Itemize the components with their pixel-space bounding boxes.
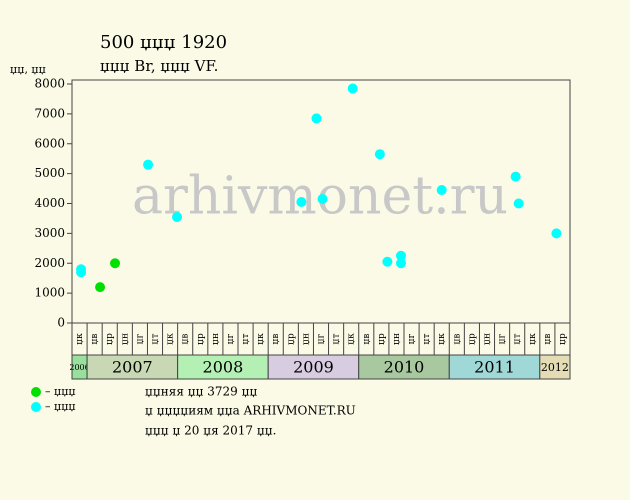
x-tick-label: џк: [166, 333, 176, 345]
x-tick-label: џв: [181, 334, 191, 345]
note: џџняя џџ 3729 џџ: [145, 385, 257, 399]
data-point: [76, 267, 87, 278]
data-point: [296, 197, 307, 208]
year-band: [86, 354, 179, 380]
y-tick-label: 5000: [34, 166, 65, 180]
x-tick-label: џг: [407, 333, 417, 344]
y-tick-label: 7000: [34, 106, 65, 120]
year-band: [358, 354, 450, 380]
year-label: 2008: [203, 358, 244, 377]
x-tick-label: џн: [301, 333, 311, 345]
x-tick-label: џр: [105, 333, 115, 345]
data-point: [143, 159, 154, 170]
data-point: [551, 228, 562, 239]
year-band: [448, 354, 541, 380]
x-tick-label: џр: [377, 333, 387, 345]
year-label: 2010: [384, 358, 425, 377]
y-tick-label: 2000: [34, 256, 65, 270]
legend-label: – џџџ: [45, 385, 76, 398]
x-tick-label: џт: [241, 334, 251, 345]
x-tick-label: џр: [196, 333, 206, 345]
data-point: [436, 185, 447, 196]
x-tick-label: џк: [528, 333, 538, 345]
x-tick-label: џв: [90, 334, 100, 345]
x-tick-label: џр: [467, 333, 477, 345]
x-tick-label: џн: [211, 333, 221, 345]
y-tick-label: 8000: [34, 77, 65, 91]
data-point: [110, 258, 121, 269]
legend-marker: [31, 402, 41, 412]
x-tick-label: џн: [483, 333, 493, 345]
x-tick-label: џв: [362, 334, 372, 345]
year-label: 2011: [474, 358, 515, 377]
year-band: [267, 354, 360, 380]
data-point: [395, 258, 406, 269]
x-tick-label: џв: [271, 334, 281, 345]
y-tick-label: 3000: [34, 226, 65, 240]
x-tick-label: џр: [558, 333, 568, 345]
y-tick-label: 1000: [34, 286, 65, 300]
data-point: [510, 171, 521, 182]
x-tick-label: џг: [317, 333, 327, 344]
data-point: [172, 211, 183, 222]
year-label: 2006: [69, 363, 89, 372]
data-point: [311, 113, 322, 124]
year-band: [177, 354, 269, 380]
legend-label: – џџџ: [45, 400, 76, 413]
x-tick-label: џк: [256, 333, 266, 345]
y-tick-label: 6000: [34, 136, 65, 150]
chart-subtitle: џџџ Br, џџџ VF.: [100, 57, 218, 75]
x-tick-label: џг: [135, 333, 145, 344]
data-point: [513, 198, 524, 209]
x-tick-label: џн: [392, 333, 402, 345]
data-point: [317, 194, 328, 205]
data-point: [95, 282, 106, 293]
data-point: [374, 149, 385, 160]
x-tick-label: џр: [286, 333, 296, 345]
data-point: [382, 256, 393, 267]
x-tick-label: џк: [75, 333, 85, 345]
x-tick-label: џт: [151, 334, 161, 345]
x-tick-label: џг: [226, 333, 236, 344]
data-point: [347, 83, 358, 94]
legend-marker: [31, 387, 41, 397]
x-tick-label: џк: [437, 333, 447, 345]
year-label: 2012: [541, 361, 569, 374]
x-tick-label: џн: [120, 333, 130, 345]
x-tick-label: џт: [332, 334, 342, 345]
y-axis-label: џџ, џџ: [10, 63, 46, 76]
y-tick-label: 4000: [34, 196, 65, 210]
x-tick-label: џк: [347, 333, 357, 345]
x-tick-label: џв: [452, 334, 462, 345]
data-point: [395, 250, 406, 261]
y-tick-label: 0: [57, 316, 65, 330]
year-label: 2007: [112, 358, 153, 377]
x-tick-label: џг: [498, 333, 508, 344]
chart-title: 500 џџџ 1920: [100, 32, 227, 53]
x-tick-label: џт: [422, 334, 432, 345]
x-tick-label: џт: [513, 334, 523, 345]
x-tick-label: џв: [543, 334, 553, 345]
note: џџџ џ 20 џя 2017 џџ.: [145, 424, 276, 438]
year-label: 2009: [293, 358, 334, 377]
note: џ џџџџиям џџа ARHIVMONET.RU: [145, 404, 356, 418]
year-band: [539, 354, 571, 380]
